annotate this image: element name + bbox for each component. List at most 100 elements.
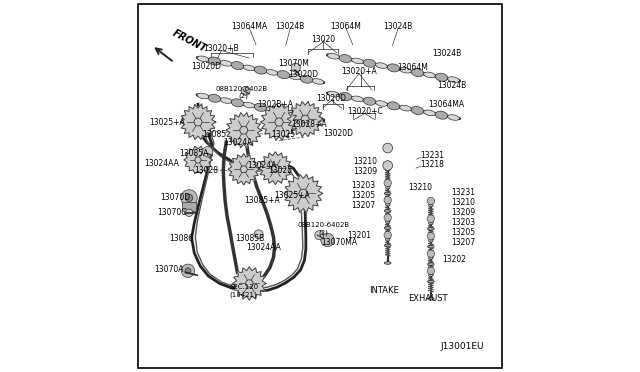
Text: 13070MA: 13070MA <box>322 238 358 247</box>
Text: 13020+B: 13020+B <box>204 44 239 53</box>
Ellipse shape <box>385 238 390 241</box>
Circle shape <box>275 118 283 126</box>
Ellipse shape <box>387 102 399 110</box>
Text: 13070C: 13070C <box>157 208 187 217</box>
Circle shape <box>384 179 392 187</box>
Ellipse shape <box>429 204 433 207</box>
Circle shape <box>240 126 248 134</box>
Circle shape <box>427 215 435 222</box>
Ellipse shape <box>388 103 399 109</box>
Ellipse shape <box>428 246 434 248</box>
Text: 13020D: 13020D <box>288 70 318 79</box>
Text: 13020D: 13020D <box>191 62 221 71</box>
Text: 13024B: 13024B <box>383 22 413 31</box>
Ellipse shape <box>412 106 424 115</box>
Ellipse shape <box>399 67 412 73</box>
Polygon shape <box>259 152 292 185</box>
Circle shape <box>246 280 253 287</box>
Polygon shape <box>284 174 323 212</box>
Polygon shape <box>180 105 216 140</box>
Circle shape <box>194 118 202 126</box>
Ellipse shape <box>436 112 447 118</box>
Ellipse shape <box>277 71 290 78</box>
Ellipse shape <box>385 192 391 195</box>
Circle shape <box>181 264 195 278</box>
Ellipse shape <box>436 74 447 80</box>
Text: 13064MA: 13064MA <box>231 22 268 31</box>
Ellipse shape <box>339 55 351 62</box>
Circle shape <box>384 162 392 169</box>
Ellipse shape <box>289 111 301 117</box>
Ellipse shape <box>340 56 351 61</box>
Text: 13020D: 13020D <box>316 94 346 103</box>
Circle shape <box>384 196 392 204</box>
Ellipse shape <box>232 63 243 68</box>
Text: 13024B: 13024B <box>276 22 305 31</box>
Circle shape <box>427 197 435 205</box>
Text: SEC.120: SEC.120 <box>229 284 259 290</box>
Text: 13205: 13205 <box>351 191 375 200</box>
Ellipse shape <box>429 239 433 242</box>
Text: 13085+A: 13085+A <box>244 196 280 205</box>
Ellipse shape <box>412 108 423 113</box>
Text: INTAKE: INTAKE <box>369 286 399 295</box>
Ellipse shape <box>399 105 412 111</box>
Text: 13024AA: 13024AA <box>144 159 179 168</box>
Ellipse shape <box>412 68 424 77</box>
Circle shape <box>384 231 392 239</box>
Ellipse shape <box>428 280 434 283</box>
Ellipse shape <box>255 67 266 73</box>
Bar <box>182 202 196 211</box>
Ellipse shape <box>300 112 313 121</box>
Ellipse shape <box>209 96 220 101</box>
Ellipse shape <box>339 93 351 100</box>
Ellipse shape <box>300 75 313 83</box>
Ellipse shape <box>388 65 399 71</box>
Ellipse shape <box>385 244 391 247</box>
Circle shape <box>315 231 324 240</box>
Text: 13210: 13210 <box>451 198 476 207</box>
Ellipse shape <box>231 62 244 70</box>
Text: 13205: 13205 <box>451 228 476 237</box>
Circle shape <box>241 86 250 95</box>
Ellipse shape <box>220 98 232 103</box>
Ellipse shape <box>208 57 221 65</box>
Text: 13020: 13020 <box>312 35 336 44</box>
Text: 13025+A: 13025+A <box>274 191 310 200</box>
Ellipse shape <box>255 105 266 110</box>
Ellipse shape <box>364 59 376 67</box>
Ellipse shape <box>328 92 339 97</box>
Ellipse shape <box>424 110 435 116</box>
Polygon shape <box>260 104 298 140</box>
Polygon shape <box>226 113 262 148</box>
Ellipse shape <box>289 74 301 80</box>
Ellipse shape <box>385 169 390 171</box>
Ellipse shape <box>428 227 434 230</box>
Ellipse shape <box>435 111 447 119</box>
Ellipse shape <box>278 109 289 115</box>
Ellipse shape <box>301 113 312 119</box>
Circle shape <box>427 267 435 275</box>
Text: 13085: 13085 <box>202 130 226 139</box>
Circle shape <box>383 161 392 170</box>
Ellipse shape <box>312 116 324 121</box>
Ellipse shape <box>243 65 255 71</box>
Ellipse shape <box>254 66 267 74</box>
Ellipse shape <box>447 115 460 120</box>
Text: (2): (2) <box>319 229 329 236</box>
Ellipse shape <box>197 93 209 99</box>
Text: 13231: 13231 <box>420 151 444 160</box>
Circle shape <box>291 63 300 72</box>
Circle shape <box>202 147 213 157</box>
Text: 13020+C: 13020+C <box>347 107 383 116</box>
Polygon shape <box>232 267 266 300</box>
Text: 08B120-6402B: 08B120-6402B <box>216 86 268 92</box>
Text: 13024A: 13024A <box>223 138 252 147</box>
Text: 13070M: 13070M <box>278 60 309 68</box>
Text: 13203: 13203 <box>351 181 375 190</box>
Text: 13085A: 13085A <box>179 149 208 158</box>
Text: 13028+A: 13028+A <box>291 120 326 129</box>
Text: 13025: 13025 <box>268 166 292 175</box>
Text: 13070A: 13070A <box>155 265 184 274</box>
Text: 13024B: 13024B <box>432 49 461 58</box>
